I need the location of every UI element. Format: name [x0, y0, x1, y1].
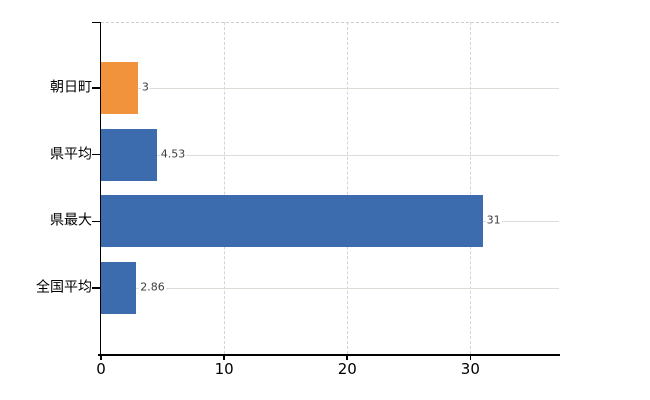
gridline-vertical-30 — [470, 22, 472, 354]
x-axis-line — [98, 354, 560, 356]
gridline-horizontal-1 — [101, 154, 559, 156]
value-label-2: 31 — [485, 214, 502, 228]
x-axis-tick-30 — [469, 354, 472, 360]
category-label-3: 全国平均 — [36, 279, 92, 296]
bar-3 — [101, 262, 137, 315]
gridline-vertical-20 — [347, 22, 349, 354]
x-tick-label-30: 30 — [460, 360, 480, 378]
y-axis-tick-3 — [92, 287, 100, 289]
plot-area — [101, 22, 559, 354]
y-axis-line — [99, 22, 101, 354]
category-label-1: 県平均 — [50, 146, 92, 163]
x-axis-tick-10 — [223, 354, 225, 360]
x-axis-tick-20 — [346, 354, 348, 360]
gridline-vertical-10 — [224, 22, 226, 354]
value-label-1: 4.53 — [159, 147, 187, 162]
y-axis-top-tick — [92, 21, 100, 23]
y-axis-tick-1 — [92, 153, 100, 156]
gridline-horizontal-0 — [101, 88, 559, 89]
x-tick-label-20: 20 — [337, 360, 357, 378]
plot-top-border — [101, 22, 559, 23]
category-label-2: 県最大 — [50, 212, 92, 229]
category-label-0: 朝日町 — [50, 79, 92, 96]
y-axis-tick-2 — [92, 220, 100, 223]
bar-1 — [101, 128, 157, 181]
x-tick-label-0: 0 — [96, 360, 106, 378]
value-label-3: 2.86 — [139, 280, 166, 295]
bar-0 — [101, 62, 138, 114]
value-label-0: 3 — [140, 80, 150, 95]
bar-2 — [101, 195, 483, 248]
y-axis-tick-0 — [92, 87, 100, 89]
gridline-horizontal-3 — [101, 288, 559, 290]
x-axis-tick-0 — [100, 354, 102, 360]
x-tick-label-10: 10 — [214, 360, 234, 378]
